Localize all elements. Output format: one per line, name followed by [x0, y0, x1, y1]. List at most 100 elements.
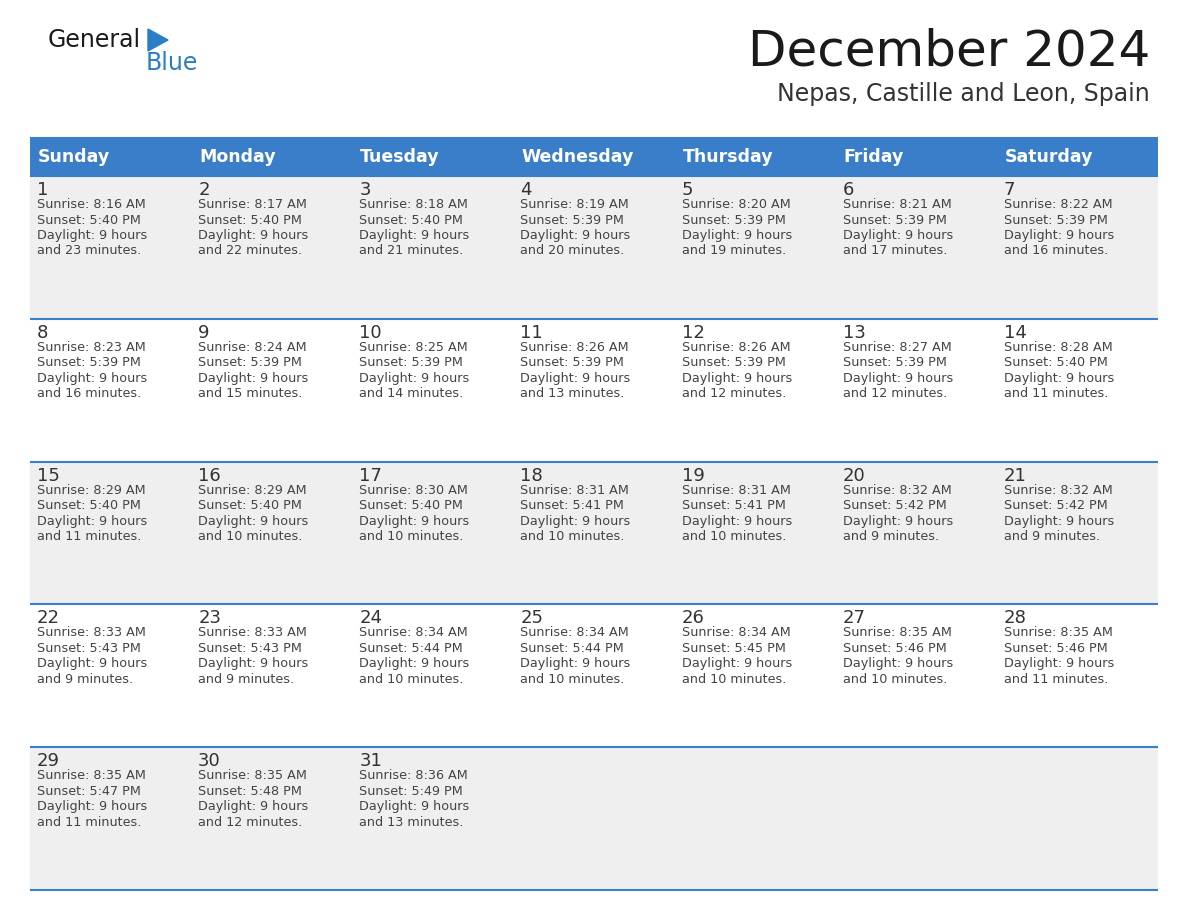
Text: 23: 23 — [198, 610, 221, 627]
Text: Blue: Blue — [146, 51, 198, 75]
Text: Daylight: 9 hours: Daylight: 9 hours — [359, 515, 469, 528]
Text: 19: 19 — [682, 466, 704, 485]
Text: and 12 minutes.: and 12 minutes. — [198, 816, 303, 829]
Text: Sunrise: 8:34 AM: Sunrise: 8:34 AM — [682, 626, 790, 640]
Text: Nepas, Castille and Leon, Spain: Nepas, Castille and Leon, Spain — [777, 82, 1150, 106]
Bar — [675, 319, 835, 462]
Text: 15: 15 — [37, 466, 59, 485]
Text: Sunset: 5:39 PM: Sunset: 5:39 PM — [1004, 214, 1107, 227]
Text: Sunrise: 8:26 AM: Sunrise: 8:26 AM — [520, 341, 630, 353]
Text: Sunset: 5:43 PM: Sunset: 5:43 PM — [37, 642, 141, 655]
Polygon shape — [148, 29, 168, 51]
Text: Daylight: 9 hours: Daylight: 9 hours — [359, 800, 469, 813]
Bar — [997, 747, 1158, 890]
Text: Daylight: 9 hours: Daylight: 9 hours — [198, 800, 309, 813]
Bar — [353, 747, 513, 890]
Text: Sunset: 5:39 PM: Sunset: 5:39 PM — [37, 356, 141, 369]
Text: 14: 14 — [1004, 324, 1026, 341]
Text: Sunset: 5:41 PM: Sunset: 5:41 PM — [682, 499, 785, 512]
Text: 26: 26 — [682, 610, 704, 627]
Bar — [675, 176, 835, 319]
Text: Sunset: 5:40 PM: Sunset: 5:40 PM — [198, 499, 302, 512]
Text: Sunset: 5:44 PM: Sunset: 5:44 PM — [359, 642, 463, 655]
Text: Tuesday: Tuesday — [360, 148, 440, 166]
Text: and 10 minutes.: and 10 minutes. — [198, 530, 303, 543]
Bar — [30, 138, 191, 176]
Text: Sunrise: 8:31 AM: Sunrise: 8:31 AM — [520, 484, 630, 497]
Bar — [675, 604, 835, 747]
Text: Sunrise: 8:16 AM: Sunrise: 8:16 AM — [37, 198, 146, 211]
Text: Sunrise: 8:35 AM: Sunrise: 8:35 AM — [842, 626, 952, 640]
Bar — [30, 604, 191, 747]
Text: Sunset: 5:39 PM: Sunset: 5:39 PM — [520, 356, 625, 369]
Text: Sunrise: 8:25 AM: Sunrise: 8:25 AM — [359, 341, 468, 353]
Text: and 14 minutes.: and 14 minutes. — [359, 387, 463, 400]
Text: Daylight: 9 hours: Daylight: 9 hours — [359, 229, 469, 242]
Text: Sunrise: 8:20 AM: Sunrise: 8:20 AM — [682, 198, 790, 211]
Bar — [353, 462, 513, 604]
Text: Daylight: 9 hours: Daylight: 9 hours — [198, 229, 309, 242]
Text: 9: 9 — [198, 324, 209, 341]
Bar — [513, 319, 675, 462]
Bar — [675, 747, 835, 890]
Text: 30: 30 — [198, 752, 221, 770]
Text: Sunset: 5:40 PM: Sunset: 5:40 PM — [1004, 356, 1107, 369]
Text: Sunset: 5:40 PM: Sunset: 5:40 PM — [359, 214, 463, 227]
Text: Sunrise: 8:17 AM: Sunrise: 8:17 AM — [198, 198, 307, 211]
Text: and 9 minutes.: and 9 minutes. — [37, 673, 133, 686]
Text: Daylight: 9 hours: Daylight: 9 hours — [37, 372, 147, 385]
Text: 17: 17 — [359, 466, 383, 485]
Bar — [835, 604, 997, 747]
Text: and 10 minutes.: and 10 minutes. — [359, 673, 463, 686]
Bar — [835, 138, 997, 176]
Text: Sunrise: 8:34 AM: Sunrise: 8:34 AM — [520, 626, 630, 640]
Text: and 22 minutes.: and 22 minutes. — [198, 244, 302, 258]
Text: Sunrise: 8:35 AM: Sunrise: 8:35 AM — [1004, 626, 1113, 640]
Text: and 13 minutes.: and 13 minutes. — [359, 816, 463, 829]
Text: Sunset: 5:49 PM: Sunset: 5:49 PM — [359, 785, 463, 798]
Text: Daylight: 9 hours: Daylight: 9 hours — [682, 657, 792, 670]
Bar — [997, 319, 1158, 462]
Bar — [191, 747, 353, 890]
Text: Sunrise: 8:30 AM: Sunrise: 8:30 AM — [359, 484, 468, 497]
Text: 28: 28 — [1004, 610, 1026, 627]
Bar — [513, 604, 675, 747]
Text: Daylight: 9 hours: Daylight: 9 hours — [37, 657, 147, 670]
Text: 4: 4 — [520, 181, 532, 199]
Text: Sunrise: 8:29 AM: Sunrise: 8:29 AM — [37, 484, 146, 497]
Text: 2: 2 — [198, 181, 209, 199]
Text: Daylight: 9 hours: Daylight: 9 hours — [37, 229, 147, 242]
Text: Sunset: 5:44 PM: Sunset: 5:44 PM — [520, 642, 624, 655]
Text: Daylight: 9 hours: Daylight: 9 hours — [520, 229, 631, 242]
Text: Sunrise: 8:35 AM: Sunrise: 8:35 AM — [37, 769, 146, 782]
Text: Saturday: Saturday — [1005, 148, 1093, 166]
Text: Sunset: 5:47 PM: Sunset: 5:47 PM — [37, 785, 141, 798]
Bar — [30, 747, 191, 890]
Text: Sunrise: 8:36 AM: Sunrise: 8:36 AM — [359, 769, 468, 782]
Text: 22: 22 — [37, 610, 61, 627]
Text: and 10 minutes.: and 10 minutes. — [359, 530, 463, 543]
Text: and 21 minutes.: and 21 minutes. — [359, 244, 463, 258]
Text: Sunset: 5:40 PM: Sunset: 5:40 PM — [37, 214, 141, 227]
Bar — [513, 138, 675, 176]
Bar — [191, 604, 353, 747]
Text: 3: 3 — [359, 181, 371, 199]
Text: Sunset: 5:39 PM: Sunset: 5:39 PM — [520, 214, 625, 227]
Text: December 2024: December 2024 — [747, 28, 1150, 76]
Text: Monday: Monday — [200, 148, 276, 166]
Text: Sunrise: 8:35 AM: Sunrise: 8:35 AM — [198, 769, 307, 782]
Text: Sunset: 5:46 PM: Sunset: 5:46 PM — [1004, 642, 1107, 655]
Text: Daylight: 9 hours: Daylight: 9 hours — [198, 515, 309, 528]
Bar — [353, 604, 513, 747]
Text: Sunset: 5:42 PM: Sunset: 5:42 PM — [1004, 499, 1107, 512]
Bar — [513, 176, 675, 319]
Text: Daylight: 9 hours: Daylight: 9 hours — [842, 515, 953, 528]
Text: Sunrise: 8:22 AM: Sunrise: 8:22 AM — [1004, 198, 1112, 211]
Text: and 12 minutes.: and 12 minutes. — [682, 387, 785, 400]
Bar — [675, 462, 835, 604]
Bar — [675, 138, 835, 176]
Text: and 16 minutes.: and 16 minutes. — [1004, 244, 1108, 258]
Text: Sunset: 5:45 PM: Sunset: 5:45 PM — [682, 642, 785, 655]
Text: Daylight: 9 hours: Daylight: 9 hours — [198, 657, 309, 670]
Text: Sunday: Sunday — [38, 148, 110, 166]
